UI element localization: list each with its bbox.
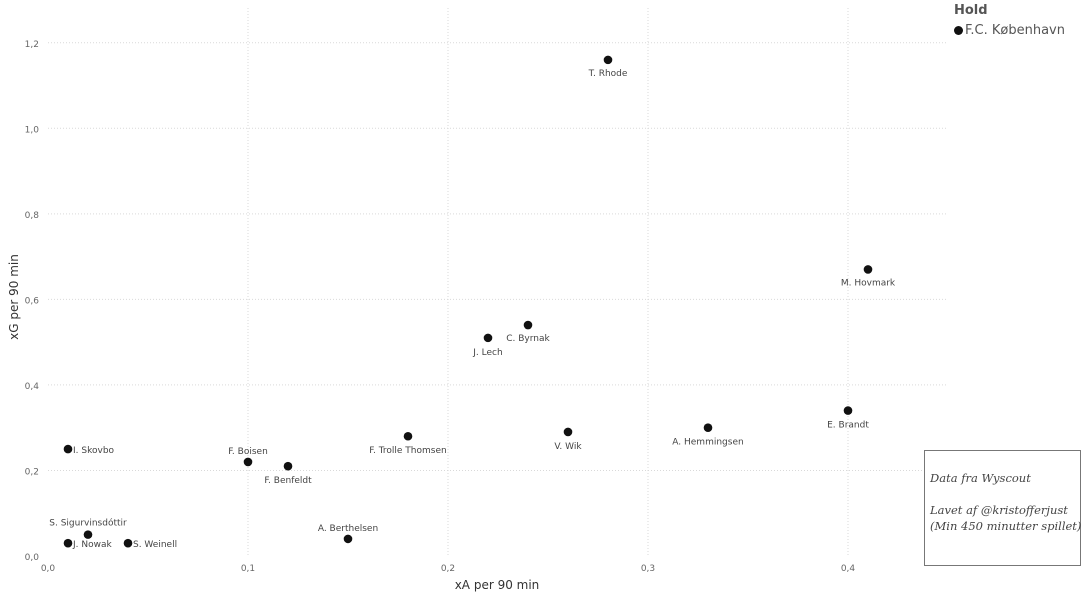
legend-item[interactable]: F.C. København [954, 23, 1065, 38]
y-tick-label: 0,0 [25, 553, 40, 563]
data-label: T. Rhode [588, 69, 628, 79]
data-point [63, 538, 73, 548]
y-axis-ticks: 0,0 0,2 0,4 0,6 0,8 1,0 1,2 [25, 40, 40, 563]
legend-label: F.C. København [965, 23, 1065, 38]
data-point [863, 265, 873, 274]
data-point [483, 333, 493, 343]
data-label: M. Hovmark [841, 278, 896, 288]
source-note-box: Data fra Wyscout Lavet af @kristofferjus… [924, 450, 1081, 566]
x-tick-label: 0,0 [41, 564, 56, 574]
data-label: A. Berthelsen [318, 524, 378, 534]
y-tick-label: 1,0 [25, 125, 40, 135]
data-label: F. Trolle Thomsen [369, 446, 446, 456]
data-label: S. Sigurvinsdóttir [49, 518, 127, 529]
data-point [563, 427, 573, 437]
data-point [343, 534, 353, 544]
data-label: E. Brandt [827, 421, 869, 431]
legend-title: Hold [954, 3, 988, 18]
data-point [123, 538, 133, 548]
data-label: C. Byrnak [506, 334, 550, 344]
data-label: J. Nowak [72, 540, 112, 550]
y-tick-label: 1,2 [25, 40, 39, 50]
data-label: A. Hemmingsen [672, 438, 743, 448]
data-label: S. Weinell [133, 540, 177, 550]
x-tick-label: 0,4 [841, 564, 856, 574]
data-points [63, 55, 873, 548]
data-label: V. Wik [554, 442, 582, 452]
data-point [283, 461, 293, 471]
y-axis-title: xG per 90 min [7, 254, 21, 340]
data-label: F. Benfeldt [264, 476, 312, 486]
data-label: I. Skovbo [73, 446, 115, 456]
source-note: Data fra Wyscout [930, 471, 1031, 485]
y-tick-label: 0,2 [25, 467, 39, 477]
data-point [523, 320, 533, 330]
data-point [703, 423, 713, 432]
x-tick-label: 0,3 [641, 564, 655, 574]
data-label: J. Lech [472, 348, 502, 358]
grid-lines [48, 8, 948, 556]
legend: Hold F.C. København [954, 3, 1065, 38]
x-tick-label: 0,2 [441, 564, 455, 574]
data-point [403, 431, 413, 441]
data-label: F. Boisen [228, 447, 268, 457]
data-point [63, 444, 73, 454]
x-axis-title: xA per 90 min [455, 578, 540, 592]
criteria-note: (Min 450 minutter spillet) [930, 519, 1082, 533]
data-point [603, 55, 613, 65]
data-point [243, 457, 253, 467]
data-point [83, 530, 93, 539]
author-note: Lavet af @kristofferjust [930, 503, 1068, 517]
x-axis-ticks: 0,0 0,1 0,2 0,3 0,4 [41, 564, 856, 574]
y-tick-label: 0,4 [25, 382, 40, 392]
legend-marker-icon [954, 26, 963, 35]
data-point [843, 406, 853, 415]
x-tick-label: 0,1 [241, 564, 255, 574]
point-labels: T. Rhode M. Hovmark C. Byrnak J. Lech E. Bra… [49, 69, 896, 550]
y-tick-label: 0,8 [25, 211, 40, 221]
y-tick-label: 0,6 [25, 296, 40, 306]
